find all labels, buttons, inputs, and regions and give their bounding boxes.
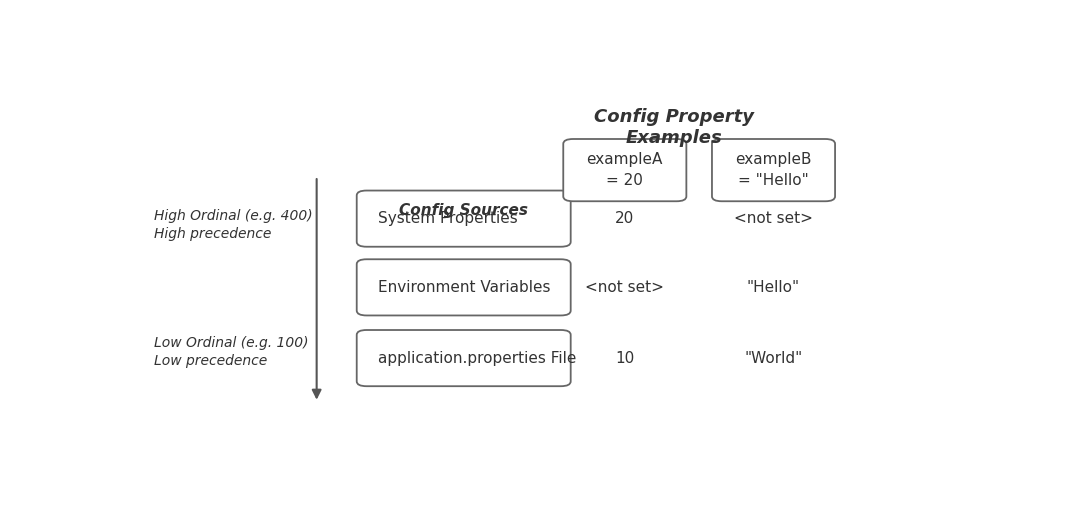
Text: Config Sources: Config Sources bbox=[399, 203, 529, 218]
Text: "World": "World" bbox=[744, 351, 803, 365]
Text: "Hello": "Hello" bbox=[747, 280, 801, 295]
Text: 10: 10 bbox=[615, 351, 634, 365]
FancyBboxPatch shape bbox=[357, 330, 570, 386]
FancyBboxPatch shape bbox=[712, 139, 835, 201]
Text: Low Ordinal (e.g. 100)
Low precedence: Low Ordinal (e.g. 100) Low precedence bbox=[154, 336, 308, 368]
Text: Config Property
Examples: Config Property Examples bbox=[595, 108, 755, 147]
Text: Environment Variables: Environment Variables bbox=[378, 280, 551, 295]
FancyBboxPatch shape bbox=[357, 191, 570, 247]
Text: 20: 20 bbox=[615, 211, 634, 226]
FancyBboxPatch shape bbox=[563, 139, 687, 201]
Text: System Properties: System Properties bbox=[378, 211, 518, 226]
FancyBboxPatch shape bbox=[357, 259, 570, 316]
Text: <not set>: <not set> bbox=[734, 211, 813, 226]
Text: <not set>: <not set> bbox=[585, 280, 664, 295]
Text: application.properties File: application.properties File bbox=[378, 351, 577, 365]
Text: exampleB
= "Hello": exampleB = "Hello" bbox=[736, 152, 812, 188]
Text: exampleA
= 20: exampleA = 20 bbox=[586, 152, 663, 188]
Text: High Ordinal (e.g. 400)
High precedence: High Ordinal (e.g. 400) High precedence bbox=[154, 208, 312, 241]
